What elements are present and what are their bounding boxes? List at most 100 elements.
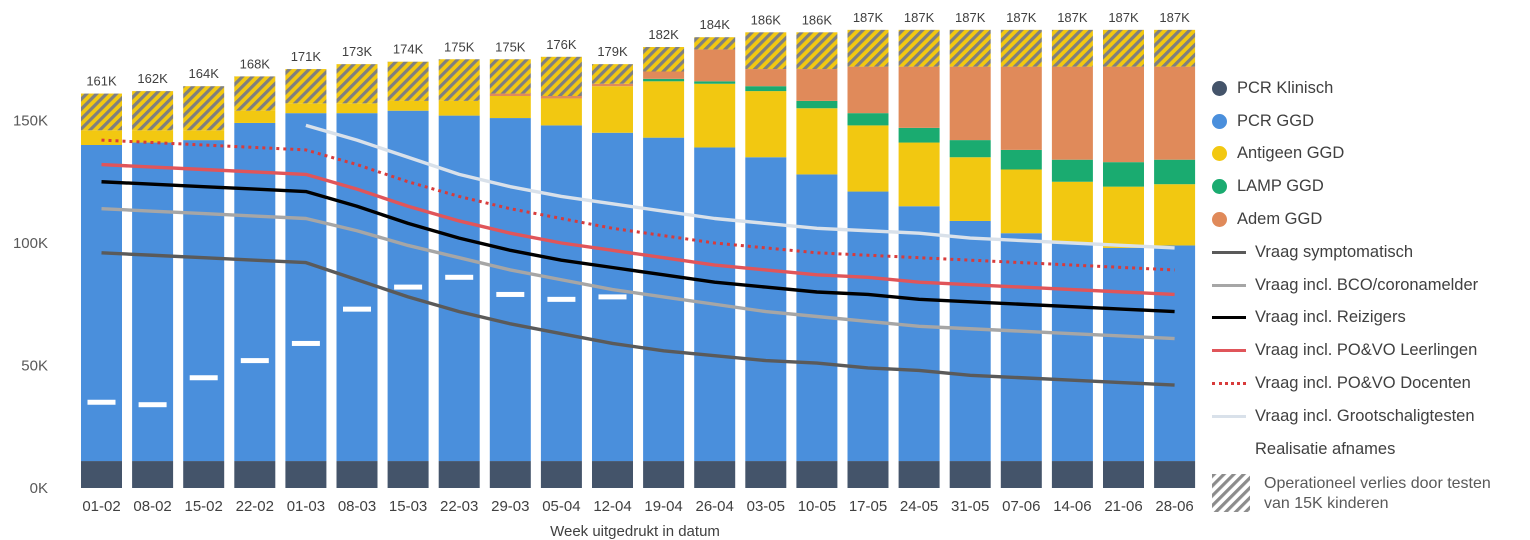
bar-segment-lamp-ggd [1154,159,1196,185]
x-tick-label: 22-02 [236,498,274,515]
realisatie-marker [87,399,116,405]
bar-segment-adem-ggd [694,49,736,82]
legend-operational-loss-label: Operationeel verlies door testen van 15K… [1264,475,1491,512]
bar-segment-operationeel-verlies-door-testen-van-15k-kinderen [847,29,889,67]
bar-total-label: 187K [904,10,935,25]
realisatie-marker [547,296,576,302]
bar-segment-pcr-ggd [1154,245,1196,462]
bar-segment-pcr-ggd [540,125,582,462]
bar-segment-antigeen-ggd [387,100,429,111]
bar-total-label: 184K [700,17,731,32]
bar-segment-lamp-ggd [796,100,838,109]
bar-segment-antigeen-ggd [949,157,991,221]
bar-total-label: 175K [495,39,526,54]
y-tick-label: 0K [30,480,48,497]
x-tick-label: 10-05 [798,498,836,515]
bar-total-label: 179K [597,44,628,59]
bar-segment-operationeel-verlies-door-testen-van-15k-kinderen [489,59,531,94]
bar-segment-pcr-ggd [949,220,991,462]
bar-segment-lamp-ggd [1103,162,1144,187]
bar-segment-adem-ggd [898,66,940,128]
legend-item: Vraag incl. BCO/coronamelder [1212,269,1528,302]
legend-item: Vraag incl. PO&VO Leerlingen [1212,334,1528,367]
bar-total-label: 187K [1006,10,1037,25]
legend-item-label: Vraag incl. Grootschaligtesten [1255,406,1475,425]
x-tick-label: 08-02 [133,498,171,515]
bar-segment-operationeel-verlies-door-testen-van-15k-kinderen [898,29,940,67]
bar-segment-operationeel-verlies-door-testen-van-15k-kinderen [694,37,736,50]
legend-item-label: Vraag incl. PO&VO Leerlingen [1255,341,1478,360]
bar-segment-pcr-ggd [336,113,378,462]
bar-segment-pcr-klinisch [949,461,991,488]
legend-item-label: Adem GGD [1237,210,1323,229]
bar-total-label: 187K [1159,10,1190,25]
bar-segment-pcr-klinisch [183,461,225,488]
bar-segment-pcr-ggd [183,140,225,462]
bar-segment-pcr-klinisch [1154,461,1196,488]
bar-segment-antigeen-ggd [81,130,122,145]
chart-legend: PCR Klinisch PCR GGD Antigeen GGD LAMP GGD A… [1212,72,1528,466]
bar-segment-antigeen-ggd [234,110,276,123]
bar-segment-pcr-ggd [285,113,327,462]
bar-segment-adem-ggd [489,93,531,96]
legend-line-icon [1212,283,1246,287]
bar-segment-pcr-ggd [81,145,122,462]
bar-segment-pcr-klinisch [796,461,838,488]
bar-segment-pcr-ggd [1000,233,1042,462]
bar-segment-pcr-klinisch [438,461,480,488]
x-tick-label: 15-03 [389,498,427,515]
x-tick-label: 28-06 [1155,498,1193,515]
realisatie-marker [394,284,423,290]
bar-segment-pcr-klinisch [592,461,633,488]
bar-segment-antigeen-ggd [1103,186,1144,248]
bar-segment-antigeen-ggd [132,130,174,143]
bar-total-label: 187K [1108,10,1139,25]
bar-segment-antigeen-ggd [489,96,531,119]
bar-segment-pcr-ggd [1051,243,1093,462]
bar-segment-operationeel-verlies-door-testen-van-15k-kinderen [336,64,378,104]
x-axis-title: Week uitgedrukt in datum [550,523,720,540]
bar-segment-antigeen-ggd [540,98,582,126]
bar-segment-operationeel-verlies-door-testen-van-15k-kinderen [796,32,838,70]
line-vraag-incl-po-vo-leerlingen [101,162,1175,297]
bar-segment-operationeel-verlies-door-testen-van-15k-kinderen [745,32,787,70]
bar-segment-operationeel-verlies-door-testen-van-15k-kinderen [1154,29,1196,67]
realisatie-marker [138,402,167,408]
bar-segment-pcr-klinisch [540,461,582,488]
bar-segment-operationeel-verlies-door-testen-van-15k-kinderen [540,56,582,96]
bar-segment-adem-ggd [1000,66,1042,150]
bar-segment-operationeel-verlies-door-testen-van-15k-kinderen [234,76,276,111]
bar-total-label: 162K [137,71,168,86]
bar-segment-lamp-ggd [694,81,736,84]
legend-item-label: Vraag incl. Reizigers [1255,308,1406,327]
x-tick-label: 07-06 [1002,498,1040,515]
x-tick-label: 01-03 [287,498,325,515]
legend-item: Realisatie afnames [1212,433,1528,466]
realisatie-marker [598,294,627,300]
legend-item: Vraag incl. Reizigers [1212,302,1528,335]
bar-segment-operationeel-verlies-door-testen-van-15k-kinderen [132,91,174,131]
bar-segment-operationeel-verlies-door-testen-van-15k-kinderen [81,93,122,131]
bar-segment-antigeen-ggd [796,108,838,175]
bar-segment-lamp-ggd [898,127,940,143]
bar-segment-pcr-ggd [1103,247,1144,462]
bar-segment-lamp-ggd [745,86,787,92]
legend-item: PCR GGD [1212,105,1528,138]
bar-total-label: 161K [86,74,117,89]
bar-segment-lamp-ggd [949,140,991,158]
bar-total-label: 175K [444,39,475,54]
bar-segment-antigeen-ggd [438,100,480,116]
bar-segment-pcr-klinisch [285,461,327,488]
x-tick-label: 26-04 [696,498,734,515]
legend-dot-icon [1212,146,1227,162]
bar-segment-antigeen-ggd [592,86,633,133]
line-vraag-symptomatisch [101,251,1175,387]
legend-dot-icon [1212,179,1227,195]
bar-total-label: 173K [342,44,373,59]
x-tick-label: 24-05 [900,498,938,515]
bar-segment-pcr-klinisch [234,461,276,488]
bar-segment-pcr-klinisch [387,461,429,488]
legend-dot-icon [1212,80,1227,96]
x-tick-label: 05-04 [542,498,580,515]
bar-segment-pcr-klinisch [643,461,685,488]
